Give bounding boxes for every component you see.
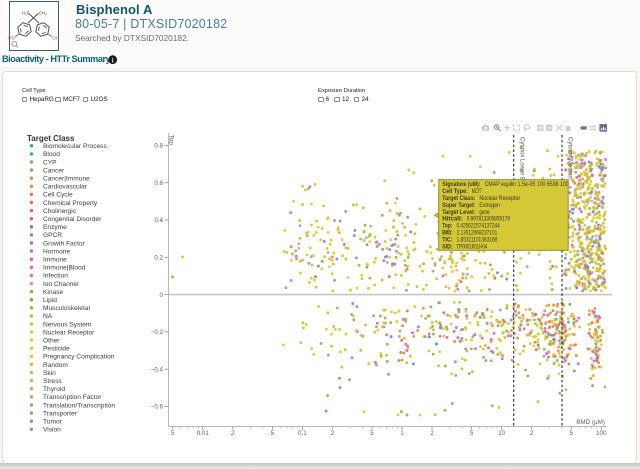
svg-text:Tumor: Tumor [43,419,63,426]
svg-text:MCF7: MCF7 [472,188,483,195]
svg-text:BMD:: BMD: [442,230,452,237]
svg-text:NA: NA [43,313,53,320]
svg-text:Lipid: Lipid [43,297,57,304]
svg-text:Nervous System: Nervous System [43,321,92,328]
svg-text:CMAP equilin 1.5e-05 100 6538: CMAP equilin 1.5e-05 100 6538 100 [485,181,570,188]
svg-text:Blood: Blood [43,151,60,158]
svg-text:Thyroid: Thyroid [43,386,65,393]
svg-text:Cytotox Median: Cytotox Median [567,137,573,179]
svg-text:2: 2 [331,430,335,437]
svg-text:Top: Top [168,135,175,146]
svg-text:Top:: Top: [442,223,452,230]
svg-text:Growth Factor: Growth Factor [43,240,86,247]
svg-text:100: 100 [596,430,607,437]
svg-text:1: 1 [400,430,404,437]
svg-text:Cardiovascular: Cardiovascular [43,184,88,191]
svg-text:Kinase: Kinase [43,289,63,296]
svg-text:Pesticide: Pesticide [43,346,70,353]
svg-text:CH3: CH3 [39,11,47,17]
svg-text:gene: gene [479,209,490,216]
svg-text:Congenital Disorder: Congenital Disorder [43,216,102,223]
svg-text:i: i [112,57,114,64]
svg-text:Immune|Blood: Immune|Blood [43,265,86,272]
svg-text:−0.2: −0.2 [151,329,164,336]
svg-text:Target Class: Target Class [27,134,75,143]
svg-text:5: 5 [569,430,573,437]
svg-text:Biomolecular Process: Biomolecular Process [43,143,107,150]
svg-text:Cancer: Cancer [43,167,65,174]
svg-text:Translation/Transcription: Translation/Transcription [43,402,115,409]
svg-text:0.2: 0.2 [154,255,163,262]
svg-text:0: 0 [160,292,164,299]
svg-text:BMD (µM): BMD (µM) [576,419,605,426]
svg-text:2.13012068237101: 2.13012068237101 [457,230,498,237]
svg-text:GPCR: GPCR [43,232,62,239]
svg-text:2: 2 [231,430,235,437]
svg-text:−0.6: −0.6 [151,404,164,411]
svg-text:Musculoskeletal: Musculoskeletal [43,305,90,312]
svg-text:Chemical Property: Chemical Property [43,200,98,207]
svg-text:OH: OH [52,35,59,40]
svg-text:Target Class:: Target Class: [442,195,475,202]
svg-text:Cancer|Immune: Cancer|Immune [43,176,90,183]
svg-text:0.01: 0.01 [197,430,210,437]
svg-text:Pregnancy Complication: Pregnancy Complication [43,354,115,361]
svg-text:TIC:: TIC: [442,236,452,243]
svg-text:2: 2 [430,430,434,437]
svg-text:2: 2 [530,430,534,437]
svg-text:5: 5 [370,430,374,437]
svg-text:Signature (uM):: Signature (uM): [442,181,480,188]
svg-text:Infection: Infection [43,273,68,280]
svg-text:Vision: Vision [43,427,61,434]
svg-text:Immune: Immune [43,257,67,264]
svg-text:Nuclear Receptor: Nuclear Receptor [479,195,520,202]
svg-text:Nuclear Receptor: Nuclear Receptor [43,329,95,336]
svg-text:0.4: 0.4 [154,217,163,224]
svg-text:−0.4: −0.4 [151,366,164,373]
svg-text:Cholinergic: Cholinergic [43,208,77,215]
svg-text:1.85311101383168: 1.85311101383168 [457,236,498,243]
svg-text:Target Level:: Target Level: [442,209,475,216]
svg-text:5: 5 [271,430,275,437]
svg-text:Transcription Factor: Transcription Factor [43,394,102,401]
svg-text:Cell Cycle: Cell Cycle [43,192,73,199]
svg-text:Transporter: Transporter [43,410,78,417]
svg-text:5: 5 [470,430,474,437]
svg-text:TP0001651H04: TP0001651H04 [457,243,488,250]
svg-text:10: 10 [498,430,506,437]
svg-text:0.425622574137244: 0.425622574137244 [457,223,501,230]
svg-text:0.997813305859178: 0.997813305859178 [467,216,511,223]
svg-text:Estrogen: Estrogen [479,202,500,209]
svg-text:Stress: Stress [43,378,62,385]
svg-text:0.6: 0.6 [154,180,163,187]
svg-text:H3C: H3C [22,11,30,17]
svg-text:Cell Type:: Cell Type: [442,188,468,195]
svg-text:SID:: SID: [442,243,452,250]
svg-text:Skin: Skin [43,370,56,377]
svg-text:5: 5 [171,430,175,437]
svg-text:CYP: CYP [43,159,57,166]
svg-text:Other: Other [43,338,60,345]
svg-text:0.8: 0.8 [154,143,163,150]
svg-text:Enzyme: Enzyme [43,224,67,231]
svg-text:0.1: 0.1 [298,430,307,437]
svg-text:Hitcall:: Hitcall: [442,216,462,223]
svg-text:Ion Channel: Ion Channel [43,281,79,288]
svg-text:Super Target:: Super Target: [442,202,475,209]
svg-text:Hormone: Hormone [43,248,70,255]
svg-text:Random: Random [43,362,68,369]
svg-text:HO: HO [8,35,15,40]
svg-text:Cytotox Lower Bnd: Cytotox Lower Bnd [519,137,525,188]
